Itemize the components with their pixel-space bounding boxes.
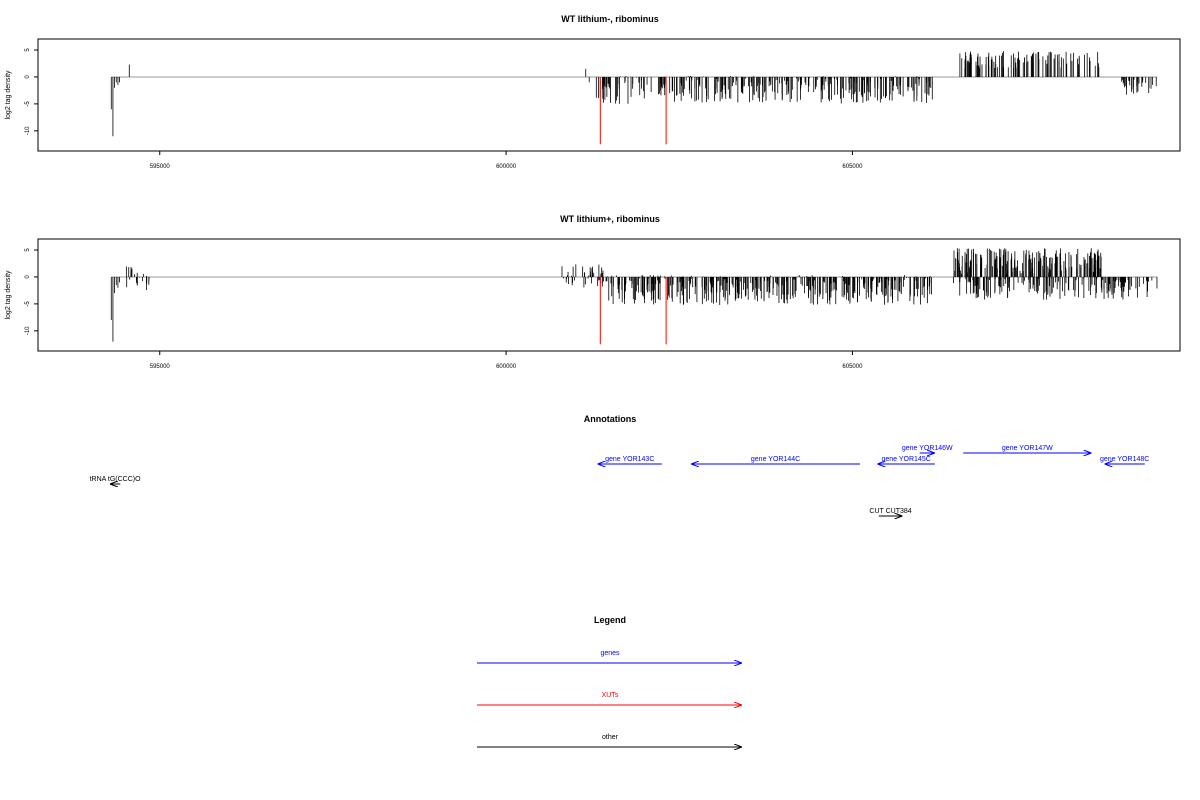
legend-label: genes bbox=[600, 650, 620, 657]
annotation-label: gene YOR147W bbox=[1002, 445, 1053, 452]
signal-bars bbox=[110, 248, 1158, 342]
xut-markers bbox=[599, 76, 667, 145]
y-axis: 5 0 -5 -10 bbox=[25, 48, 39, 135]
annotation-label: gene YOR144C bbox=[751, 456, 800, 463]
plot-frame bbox=[37, 38, 1181, 152]
x-tick-label: 600000 bbox=[496, 364, 517, 370]
x-axis: 595000 600000 605000 bbox=[150, 351, 863, 370]
legend-entry: other bbox=[477, 734, 742, 747]
track-panel-lithium-plus: WT lithium+, ribominus log2 tag density … bbox=[5, 214, 1181, 370]
y-tick-label: 5 bbox=[25, 248, 31, 252]
annotation-feature: tRNA tG(CCC)O bbox=[90, 476, 142, 484]
panel-title: WT lithium+, ribominus bbox=[560, 214, 660, 224]
legend-entry: XUTs bbox=[477, 692, 742, 705]
annotation-label: CUT CUT384 bbox=[869, 508, 911, 515]
annotation-feature: gene YOR146W bbox=[902, 445, 953, 453]
xut-markers bbox=[599, 276, 667, 345]
y-tick-label: 0 bbox=[25, 275, 31, 279]
y-axis-label: log2 tag density bbox=[5, 70, 12, 120]
y-axis-label: log2 tag density bbox=[5, 270, 12, 320]
annotation-feature: gene YOR147W bbox=[963, 445, 1092, 453]
annotation-features: tRNA tG(CCC)O gene YOR143C gene YOR144C gen… bbox=[90, 445, 1149, 516]
annotation-feature: gene YOR148C bbox=[1100, 456, 1149, 464]
x-tick-label: 605000 bbox=[842, 164, 863, 170]
annotation-feature: gene YOR143C bbox=[597, 456, 662, 464]
x-tick-label: 600000 bbox=[496, 164, 517, 170]
y-tick-label: -5 bbox=[25, 301, 31, 307]
x-tick-label: 595000 bbox=[150, 164, 171, 170]
panel-title: WT lithium-, ribominus bbox=[561, 14, 659, 24]
y-axis: 5 0 -5 -10 bbox=[25, 248, 39, 335]
y-tick-label: -10 bbox=[25, 326, 31, 335]
annotation-label: tRNA tG(CCC)O bbox=[90, 476, 142, 483]
legend-label: XUTs bbox=[602, 692, 619, 699]
legend-panel: Legend genes XUTs other bbox=[477, 615, 742, 747]
annotation-label: gene YOR145C bbox=[881, 456, 930, 463]
annotations-panel: Annotations tRNA tG(CCC)O gene YOR143C gen… bbox=[90, 414, 1149, 516]
x-tick-label: 595000 bbox=[150, 364, 171, 370]
annotation-feature: gene YOR144C bbox=[691, 456, 861, 464]
signal-bars bbox=[110, 51, 1158, 137]
x-axis: 595000 600000 605000 bbox=[150, 151, 863, 170]
legend-entry: genes bbox=[477, 650, 742, 663]
x-tick-label: 605000 bbox=[842, 364, 863, 370]
legend-entries: genes XUTs other bbox=[477, 650, 742, 747]
y-tick-label: 5 bbox=[25, 48, 31, 52]
y-tick-label: 0 bbox=[25, 75, 31, 79]
annotation-label: gene YOR146W bbox=[902, 445, 953, 452]
annotation-feature: CUT CUT384 bbox=[869, 508, 912, 516]
annotation-feature: gene YOR145C bbox=[877, 456, 935, 464]
y-tick-label: -10 bbox=[25, 126, 31, 135]
annotations-title: Annotations bbox=[584, 414, 637, 424]
annotation-label: gene YOR143C bbox=[605, 456, 654, 463]
y-tick-label: -5 bbox=[25, 101, 31, 107]
annotation-label: gene YOR148C bbox=[1100, 456, 1149, 463]
track-panel-lithium-minus: WT lithium-, ribominus log2 tag density … bbox=[5, 14, 1181, 170]
legend-title: Legend bbox=[594, 615, 626, 625]
legend-label: other bbox=[602, 734, 619, 741]
